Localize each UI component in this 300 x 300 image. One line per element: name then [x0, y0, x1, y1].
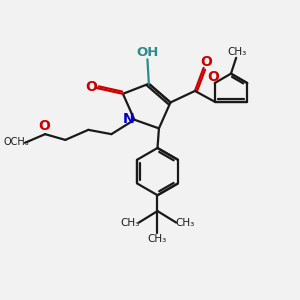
Text: O: O [200, 55, 212, 69]
Text: O: O [39, 119, 50, 133]
Text: CH₃: CH₃ [120, 218, 139, 228]
Text: O: O [207, 70, 219, 84]
Text: O: O [85, 80, 97, 94]
Text: OCH₃: OCH₃ [4, 136, 29, 147]
Text: CH₃: CH₃ [148, 234, 167, 244]
Text: CH₃: CH₃ [227, 47, 246, 57]
Text: N: N [122, 112, 134, 126]
Text: OH: OH [137, 46, 159, 59]
Text: CH₃: CH₃ [176, 218, 195, 228]
